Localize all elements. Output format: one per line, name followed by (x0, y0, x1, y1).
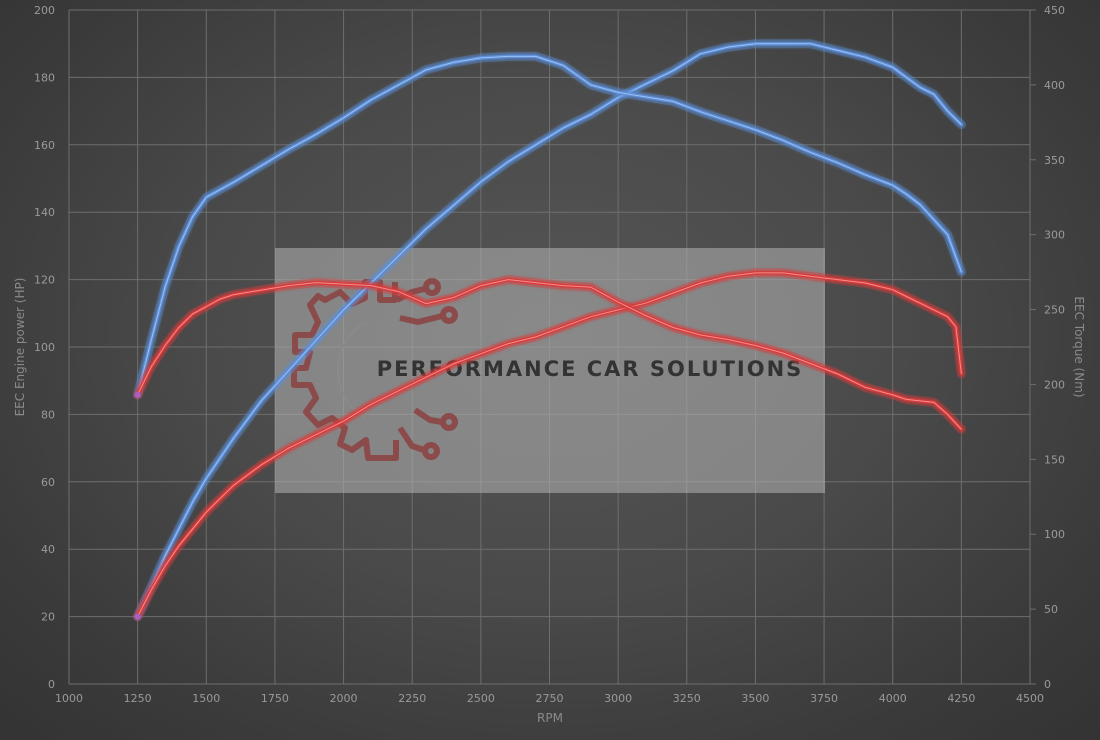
y-left-tick-label: 0 (48, 678, 55, 691)
series-layer (133, 39, 966, 622)
x-tick-label: 2250 (398, 692, 426, 705)
series-line-core (137, 279, 962, 430)
y-left-tick-label: 120 (34, 274, 55, 287)
y-right-tick-label: 100 (1044, 528, 1065, 541)
x-tick-label: 2750 (536, 692, 564, 705)
x-tick-label: 2000 (330, 692, 358, 705)
y-left-tick-label: 140 (34, 206, 55, 219)
x-tick-label: 2500 (467, 692, 495, 705)
y-left-tick-label: 20 (41, 611, 55, 624)
series-line-core (137, 55, 962, 396)
x-tick-label: 1500 (192, 692, 220, 705)
watermark-arc (336, 321, 367, 419)
x-tick-label: 4000 (879, 692, 907, 705)
watermark-logo: PERFORMANCE CAR SOLUTIONS (275, 248, 825, 493)
x-tick-label: 3750 (810, 692, 838, 705)
series-start-point (134, 613, 141, 620)
x-tick-label: 3250 (673, 692, 701, 705)
y-right-tick-label: 250 (1044, 304, 1065, 317)
y-right-axis-title: EEC Torque (Nm) (1072, 296, 1086, 397)
x-tick-label: 1250 (124, 692, 152, 705)
y-right-tick-label: 400 (1044, 79, 1065, 92)
y-right-tick-label: 350 (1044, 154, 1065, 167)
y-right-tick-label: 450 (1044, 4, 1065, 17)
y-left-tick-label: 200 (34, 4, 55, 17)
y-left-tick-label: 80 (41, 408, 55, 421)
y-left-tick-label: 100 (34, 341, 55, 354)
series-start-point (134, 391, 141, 398)
y-left-axis-title: EEC Engine power (HP) (13, 278, 27, 417)
chart-grid (68, 9, 1036, 685)
y-left-axis-ticks: 0 20 40 60 80 100 120 140 160 180 200 (34, 4, 55, 691)
x-tick-label: 4250 (947, 692, 975, 705)
x-axis-ticks: 1000 1250 1500 1750 2000 2250 2500 2750 3000 3250… (55, 692, 1044, 705)
series-line-core (137, 43, 962, 617)
x-tick-label: 1750 (261, 692, 289, 705)
x-tick-label: 4500 (1016, 692, 1044, 705)
x-tick-label: 3000 (604, 692, 632, 705)
y-left-tick-label: 60 (41, 476, 55, 489)
gear-circuit-icon (291, 278, 458, 461)
watermark-text: PERFORMANCE CAR SOLUTIONS (377, 357, 804, 381)
y-right-tick-label: 0 (1044, 678, 1051, 691)
y-left-tick-label: 160 (34, 139, 55, 152)
y-right-axis-ticks: 0 50 100 150 200 250 300 350 400 450 (1044, 4, 1065, 691)
y-right-tick-label: 50 (1044, 603, 1058, 616)
y-right-tick-label: 200 (1044, 378, 1065, 391)
y-left-tick-label: 40 (41, 543, 55, 556)
x-tick-label: 3500 (741, 692, 769, 705)
x-axis-title: RPM (537, 711, 563, 725)
y-left-tick-label: 180 (34, 71, 55, 84)
series-line-core (137, 272, 962, 617)
y-right-tick-label: 150 (1044, 453, 1065, 466)
x-tick-label: 1000 (55, 692, 83, 705)
y-right-tick-label: 300 (1044, 229, 1065, 242)
